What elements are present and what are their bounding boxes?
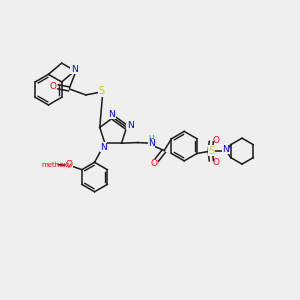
Text: N: N: [100, 142, 107, 152]
Text: N: N: [222, 145, 229, 154]
Text: O: O: [50, 82, 57, 91]
Text: N: N: [148, 139, 155, 148]
Text: H: H: [149, 135, 155, 144]
Text: S: S: [208, 146, 214, 155]
Text: N: N: [71, 64, 77, 74]
Text: N: N: [108, 110, 115, 118]
Text: methoxy: methoxy: [42, 162, 72, 168]
Text: O: O: [212, 136, 219, 145]
Text: O: O: [212, 158, 219, 166]
Text: N: N: [127, 121, 134, 130]
Text: O: O: [65, 160, 72, 169]
Text: O: O: [150, 159, 157, 168]
Text: S: S: [98, 86, 104, 96]
